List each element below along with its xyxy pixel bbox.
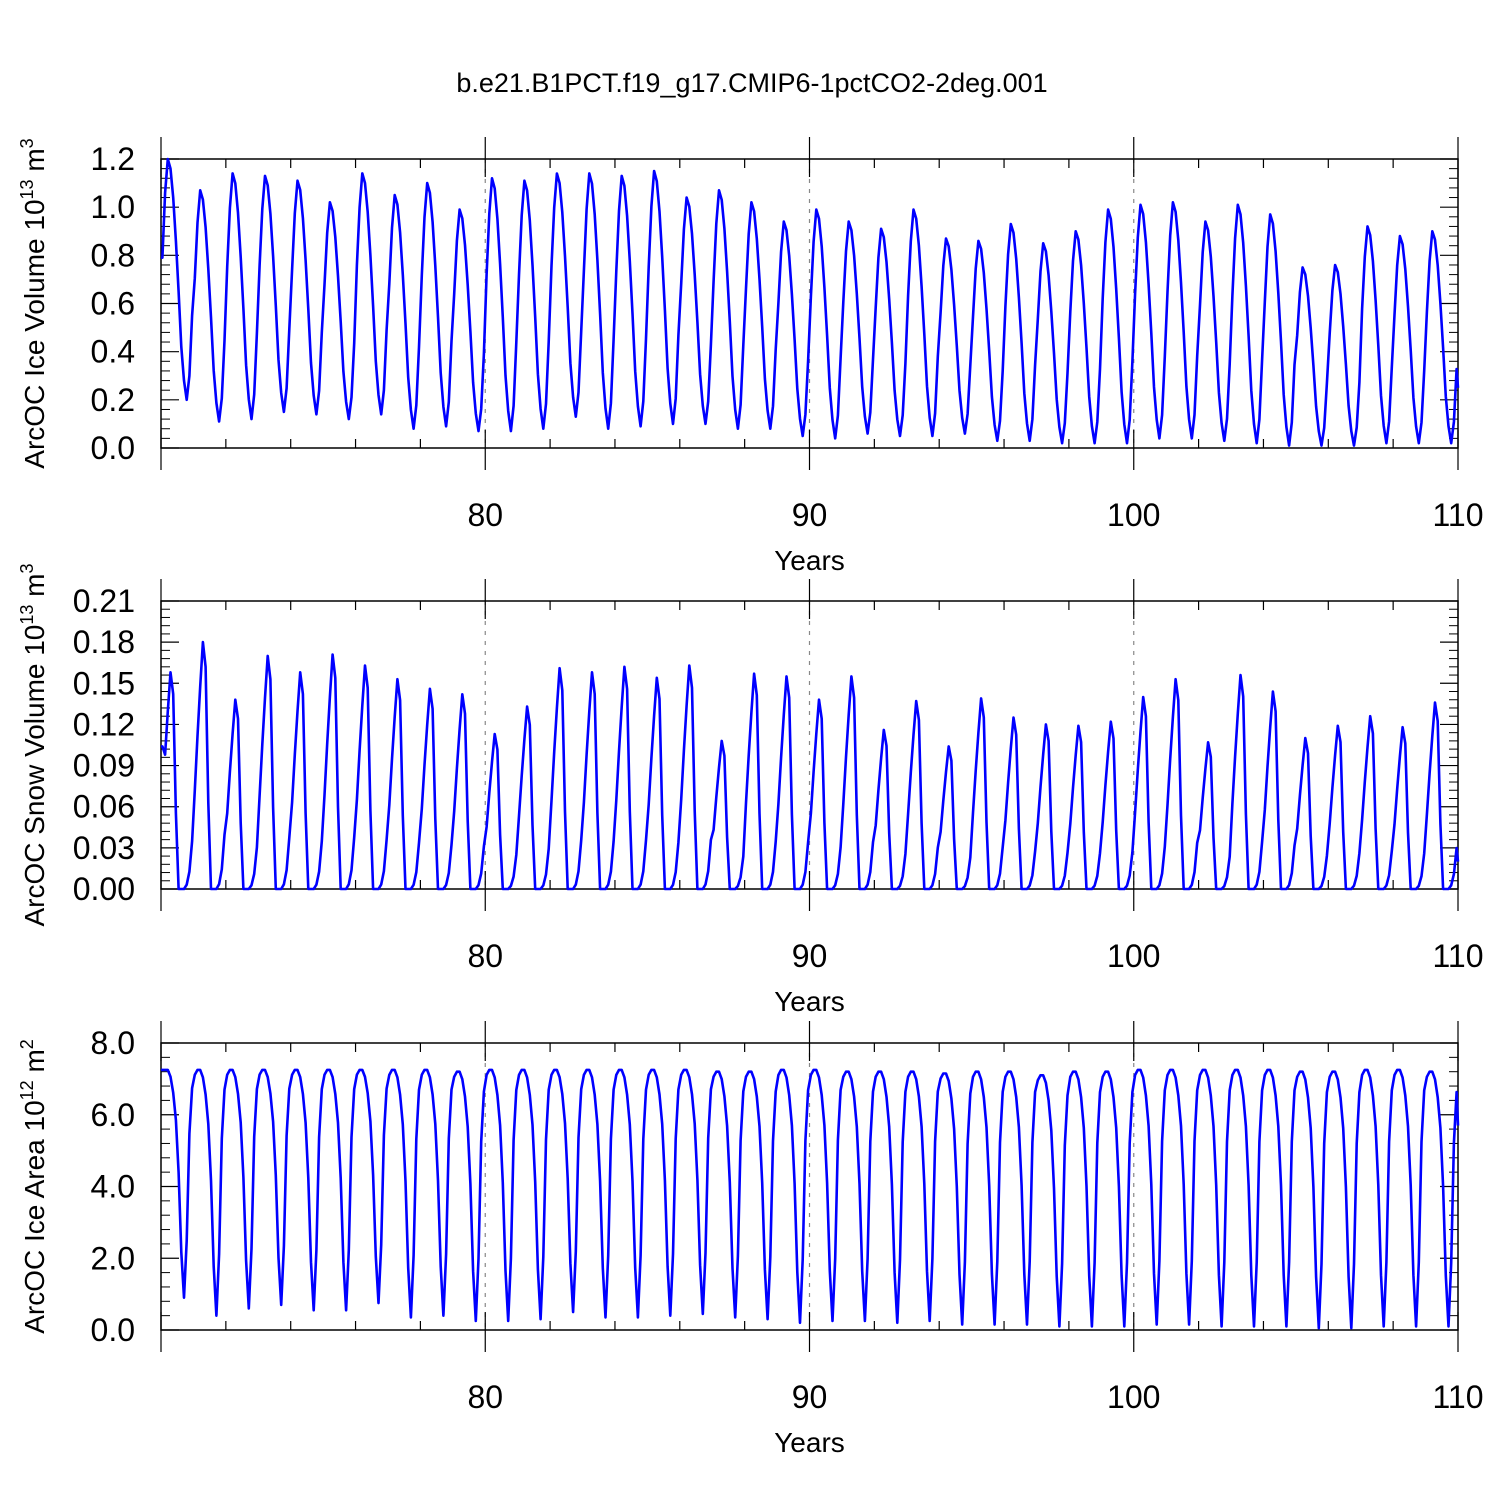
x-tick-label: 80 xyxy=(467,938,503,974)
y-axis-label-unit-exponent: 2 xyxy=(17,1039,37,1049)
y-tick-label: 0.15 xyxy=(73,665,135,701)
y-tick-label: 0.12 xyxy=(73,706,135,742)
x-tick-label: 100 xyxy=(1107,497,1160,533)
x-tick-label: 80 xyxy=(467,1379,503,1415)
y-tick-label: 1.0 xyxy=(91,189,135,225)
x-tick-label: 90 xyxy=(792,1379,828,1415)
y-axis-label-exponent: 13 xyxy=(17,605,37,625)
y-axis-label-main: ArcOC Ice Area 10 xyxy=(19,1100,50,1333)
y-tick-label: 0.8 xyxy=(91,237,135,273)
x-axis-label: Years xyxy=(774,545,845,576)
y-axis-label-unit: m xyxy=(19,148,50,179)
y-tick-label: 0.0 xyxy=(91,1312,135,1348)
series-line xyxy=(161,157,1460,447)
x-axis-label: Years xyxy=(774,986,845,1017)
x-tick-label: 80 xyxy=(467,497,503,533)
x-tick-label: 100 xyxy=(1107,1379,1160,1415)
ice-volume-panel: 0.0 0.2 0.4 0.6 0.8 1.0 1.2 80 90 100 110 Years ArcO… xyxy=(17,137,1484,576)
y-axis-label-main: ArcOC Ice Volume 10 xyxy=(19,199,50,468)
figure-title: b.e21.B1PCT.f19_g17.CMIP6-1pctCO2-2deg.0… xyxy=(456,68,1047,98)
y-axis-label-unit-exponent: 3 xyxy=(17,138,37,148)
series-line xyxy=(161,640,1460,891)
y-tick-label: 1.2 xyxy=(91,141,135,177)
y-tick-label: 0.21 xyxy=(73,583,135,619)
y-tick-label: 0.0 xyxy=(91,430,135,466)
y-axis-label-exponent: 12 xyxy=(17,1080,37,1100)
y-tick-label: 0.18 xyxy=(73,624,135,660)
x-tick-label: 110 xyxy=(1432,497,1483,533)
y-tick-label: 8.0 xyxy=(91,1025,135,1061)
y-tick-label: 0.03 xyxy=(73,830,135,866)
y-axis-label: ArcOC Ice Volume 1013 m3 xyxy=(17,138,50,468)
y-tick-label: 0.2 xyxy=(91,382,135,418)
y-tick-label: 0.06 xyxy=(73,789,135,825)
ice-area-panel: 0.0 2.0 4.0 6.0 8.0 80 90 100 110 Years ArcOC Ice … xyxy=(17,1021,1484,1458)
y-axis-label: ArcOC Ice Area 1012 m2 xyxy=(17,1039,50,1334)
y-tick-label: 2.0 xyxy=(91,1240,135,1276)
x-tick-label: 90 xyxy=(792,497,828,533)
y-axis-label-unit: m xyxy=(19,573,50,604)
y-axis-label: ArcOC Snow Volume 1013 m3 xyxy=(17,563,50,926)
y-tick-label: 4.0 xyxy=(91,1169,135,1205)
y-axis-label-main: ArcOC Snow Volume 10 xyxy=(19,625,50,927)
x-axis-label: Years xyxy=(774,1427,845,1458)
y-tick-label: 0.6 xyxy=(91,286,135,322)
x-tick-label: 110 xyxy=(1432,938,1483,974)
series-line xyxy=(161,1068,1460,1330)
y-axis-label-exponent: 13 xyxy=(17,179,37,199)
x-tick-label: 90 xyxy=(792,938,828,974)
x-tick-label: 100 xyxy=(1107,938,1160,974)
y-tick-label: 0.4 xyxy=(91,334,135,370)
y-axis-label-unit-exponent: 3 xyxy=(17,563,37,573)
y-tick-label: 0.09 xyxy=(73,748,135,784)
snow-volume-panel: 0.00 0.03 0.06 0.09 0.12 0.15 0.18 0.21 80 90 100 1… xyxy=(17,563,1484,1017)
y-axis-label-unit: m xyxy=(19,1049,50,1080)
y-tick-label: 0.00 xyxy=(73,871,135,907)
x-tick-label: 110 xyxy=(1432,1379,1483,1415)
y-tick-label: 6.0 xyxy=(91,1097,135,1133)
